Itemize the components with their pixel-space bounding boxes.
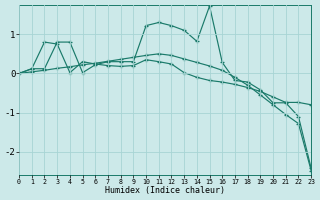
X-axis label: Humidex (Indice chaleur): Humidex (Indice chaleur)	[105, 186, 225, 195]
